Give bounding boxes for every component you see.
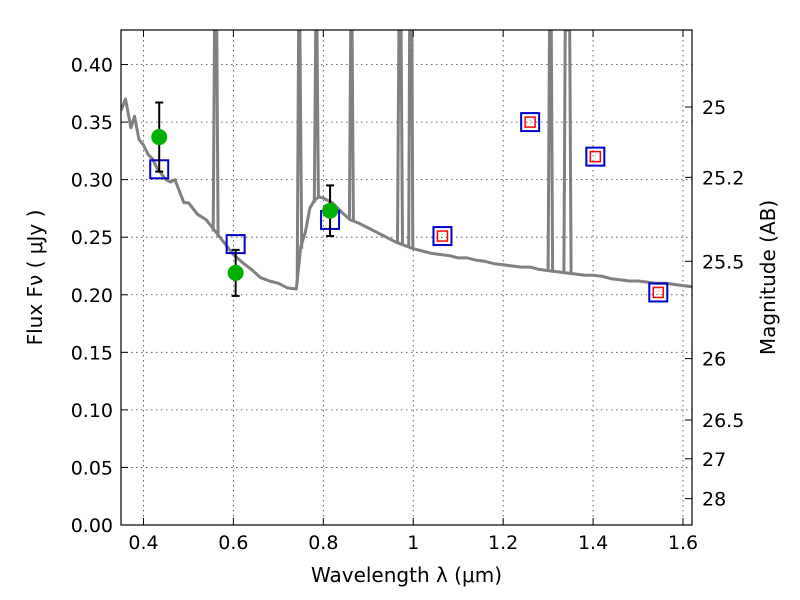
observed-flux-point <box>322 202 339 219</box>
y-tick-label: 0.10 <box>71 400 113 422</box>
x-axis-label: Wavelength λ (μm) <box>311 563 502 587</box>
y2-axis-label: Magnitude (AB) <box>756 200 780 355</box>
emission-line-spike <box>396 30 404 246</box>
y-tick-label: 0.30 <box>71 170 113 192</box>
emission-line-spike <box>312 30 320 203</box>
mag-tick-label: 25 <box>702 97 726 119</box>
emission-line-spike <box>295 30 304 284</box>
model-band-inner-square <box>652 286 665 299</box>
grid-lines <box>121 30 692 526</box>
y-tick-label: 0.05 <box>71 457 113 479</box>
emission-line-spike <box>546 30 555 271</box>
y-tick-label: 0.25 <box>71 227 113 249</box>
model-band-square <box>520 112 541 133</box>
x-tick-label: 1.6 <box>668 532 698 554</box>
y-axis-label: Flux Fν ( μJy ) <box>23 210 47 346</box>
model-band-square <box>432 226 453 247</box>
y-tick-label: 0.00 <box>71 515 113 537</box>
x-tick-label: 0.8 <box>308 532 338 554</box>
emission-line-spike <box>211 30 220 238</box>
plot-frame <box>120 29 693 526</box>
mag-tick-label: 25.2 <box>702 167 744 189</box>
emission-line-spike <box>562 30 573 273</box>
y-tick-label: 0.40 <box>71 55 113 77</box>
x-tick-label: 1.2 <box>488 532 518 554</box>
model-band-inner-square <box>589 150 602 163</box>
mag-tick-label: 28 <box>702 489 726 511</box>
model-band-square <box>648 282 669 303</box>
mag-tick-label: 26.5 <box>702 410 744 432</box>
emission-line-spike <box>347 30 355 222</box>
y-tick-label: 0.35 <box>71 112 113 134</box>
observed-flux-point <box>227 264 244 281</box>
mag-tick-label: 26 <box>702 349 726 371</box>
model-band-inner-square <box>436 230 449 242</box>
x-tick-label: 0.6 <box>218 532 248 554</box>
emission-line-spike <box>407 30 415 249</box>
y-tick-label: 0.15 <box>71 342 113 364</box>
sed-model-line <box>121 97 692 291</box>
model-band-square <box>585 146 606 167</box>
tick-labels: 0.4 0.6 0.8 1 1.2 1.4 1.6 0.00 0.05 0.10 0.15 0.20 0… <box>71 55 745 554</box>
x-tick-label: 1 <box>407 532 419 554</box>
y-tick-label: 0.20 <box>71 285 113 307</box>
plot-area <box>121 30 692 303</box>
x-tick-label: 0.4 <box>128 532 158 554</box>
mag-tick-label: 27 <box>702 449 726 471</box>
x-tick-label: 1.4 <box>578 532 608 554</box>
mag-tick-label: 25.5 <box>702 251 744 273</box>
observed-flux-point <box>151 129 168 146</box>
